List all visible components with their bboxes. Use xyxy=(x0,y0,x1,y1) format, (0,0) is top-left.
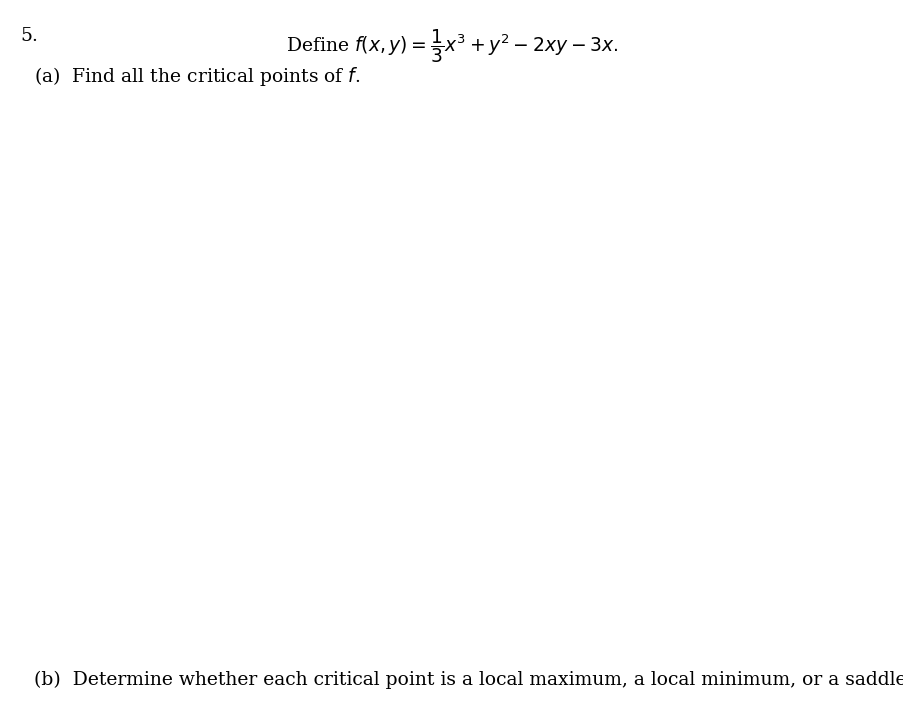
Text: (a)  Find all the critical points of $f$.: (a) Find all the critical points of $f$. xyxy=(34,65,360,88)
Text: Define $f(x, y) = \dfrac{1}{3}x^3 + y^2 - 2xy - 3x.$: Define $f(x, y) = \dfrac{1}{3}x^3 + y^2 … xyxy=(285,27,618,66)
Text: 5.: 5. xyxy=(20,27,38,45)
Text: (b)  Determine whether each critical point is a local maximum, a local minimum, : (b) Determine whether each critical poin… xyxy=(34,671,903,689)
